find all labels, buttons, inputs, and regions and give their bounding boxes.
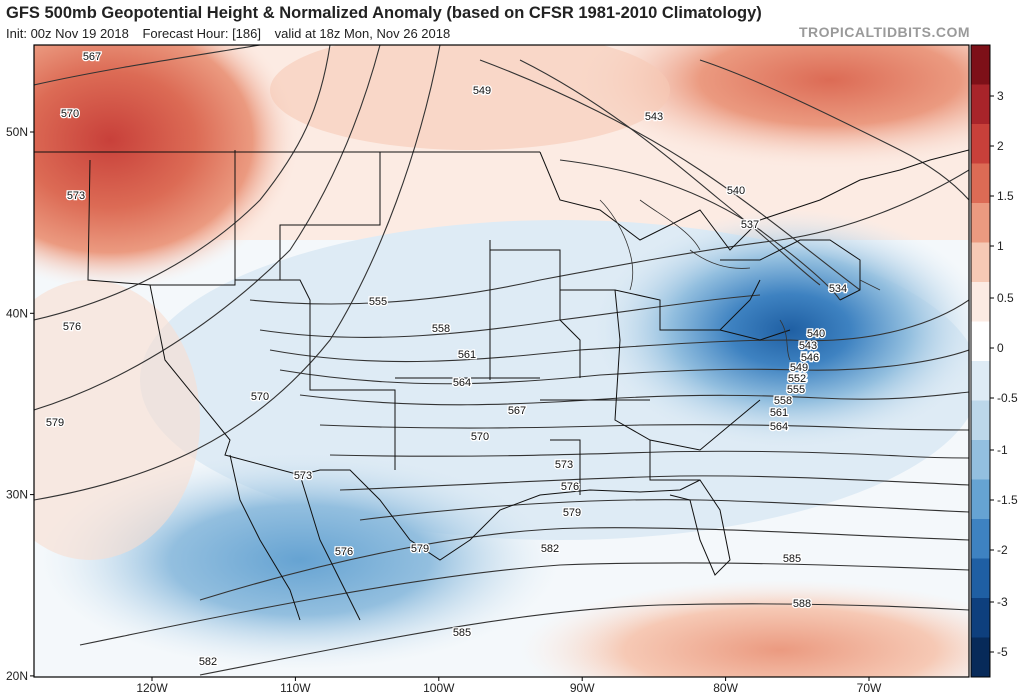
- lon-label: 100W: [423, 681, 455, 695]
- political-borders: [34, 149, 969, 621]
- colorbar-label: -3: [997, 595, 1008, 609]
- contour-label: 546: [801, 351, 819, 363]
- colorbar-label: -0.5: [997, 391, 1018, 405]
- lon-label: 110W: [280, 681, 311, 695]
- contour-label: 579: [46, 417, 64, 429]
- lon-label: 70W: [857, 681, 882, 695]
- colorbar-segment: [971, 519, 990, 559]
- contour-label: 585: [453, 627, 471, 639]
- contour-label: 576: [335, 546, 353, 558]
- contour-label: 579: [563, 507, 581, 519]
- contour-label: 573: [294, 470, 312, 482]
- contour-label: 540: [807, 328, 825, 340]
- contour-label: 576: [561, 481, 579, 493]
- colorbar-label: 0: [997, 341, 1004, 355]
- colorbar-segment: [971, 282, 990, 322]
- lon-label: 80W: [713, 681, 738, 695]
- brand-watermark: TROPICALTIDBITS.COM: [798, 24, 970, 40]
- contour-label: 537: [741, 219, 759, 231]
- contour-label: 552: [789, 372, 807, 384]
- colorbar-segment: [971, 558, 990, 599]
- colorbar-segment: [971, 203, 990, 243]
- contour-label: 546: [801, 352, 819, 364]
- colorbar-segment: [971, 440, 990, 480]
- colorbar-label: -1: [997, 443, 1008, 457]
- anomaly-colorbar: 3 2 1.5 1 0.5 0 -0.5 -1 -1.5 -2 -3 -5: [970, 44, 1018, 678]
- colorbar-label: 1: [997, 239, 1004, 253]
- colorbar-segment: [971, 124, 990, 164]
- map-frame: [33, 44, 970, 678]
- contour-label: 549: [473, 85, 491, 97]
- colorbar-segment: [971, 163, 990, 204]
- colorbar-label: -5: [997, 645, 1008, 659]
- contour-label: 576: [63, 321, 81, 333]
- contour-labels: 5675705735765795495435405375345555585615…: [45, 50, 849, 670]
- contour-label: 534: [829, 283, 847, 295]
- colorbar-label: 3: [997, 89, 1004, 103]
- forecast-hour: Forecast Hour: [186]: [142, 26, 261, 41]
- contour-label: 570: [251, 391, 269, 403]
- colorbar-segment: [971, 242, 990, 283]
- colorbar-segment: [971, 84, 990, 125]
- contour-label: 564: [770, 421, 788, 433]
- contour-label: 558: [774, 395, 792, 407]
- contour-label: 585: [783, 553, 801, 565]
- contour-label: 558: [432, 323, 450, 335]
- colorbar-label: -1.5: [997, 493, 1018, 507]
- lon-label: 120W: [136, 681, 168, 695]
- colorbar-label: 0.5: [997, 291, 1014, 305]
- contour-label: 543: [799, 340, 817, 352]
- colorbar-segment: [971, 45, 990, 85]
- lat-label: 40N: [6, 306, 28, 320]
- colorbar-label: 1.5: [997, 189, 1014, 203]
- contour-label: 582: [541, 543, 559, 555]
- contour-label: 573: [555, 459, 573, 471]
- contour-label: 567: [83, 51, 101, 63]
- contour-label: 579: [411, 543, 429, 555]
- contour-label: 570: [471, 431, 489, 443]
- contour-label: 570: [61, 108, 79, 120]
- height-contours: [34, 45, 969, 676]
- contour-label: 540: [727, 185, 745, 197]
- longitude-labels: 120W 110W 100W 90W 80W 70W: [136, 677, 882, 695]
- contour-label: 588: [793, 598, 811, 610]
- contour-label: 561: [770, 407, 788, 419]
- contour-label: 567: [508, 405, 526, 417]
- colorbar-frame: [970, 44, 991, 678]
- lat-label: 30N: [6, 488, 28, 502]
- colorbar-segment: [971, 361, 990, 401]
- contour-label: 555: [787, 384, 805, 396]
- map-title: GFS 500mb Geopotential Height & Normaliz…: [6, 4, 762, 22]
- contour-label: 564: [453, 377, 471, 389]
- contour-label: 549: [790, 362, 808, 374]
- forecast-info: Init: 00z Nov 19 2018 Forecast Hour: [18…: [6, 26, 460, 41]
- contour-label: 552: [788, 373, 806, 385]
- lat-label: 50N: [6, 125, 28, 139]
- contour-label: 543: [645, 111, 663, 123]
- colorbar-segment: [971, 637, 990, 678]
- colorbar-segment: [971, 321, 990, 362]
- contour-label: 582: [199, 656, 217, 668]
- coastline-details: [599, 199, 881, 361]
- colorbar-segment: [971, 400, 990, 441]
- colorbar-segment: [971, 479, 990, 520]
- contour-label: 555: [369, 296, 387, 308]
- latitude-labels: 50N 40N 30N 20N: [6, 125, 34, 683]
- lat-label: 20N: [6, 669, 28, 683]
- colorbar-segment: [971, 598, 990, 638]
- valid-time: valid at 18z Mon, Nov 26 2018: [274, 26, 451, 41]
- contour-label: 561: [458, 349, 476, 361]
- colorbar-label: 2: [997, 139, 1004, 153]
- colorbar-label: -2: [997, 543, 1008, 557]
- contour-label: 573: [67, 190, 85, 202]
- lon-label: 90W: [570, 681, 595, 695]
- init-time: Init: 00z Nov 19 2018: [6, 26, 129, 41]
